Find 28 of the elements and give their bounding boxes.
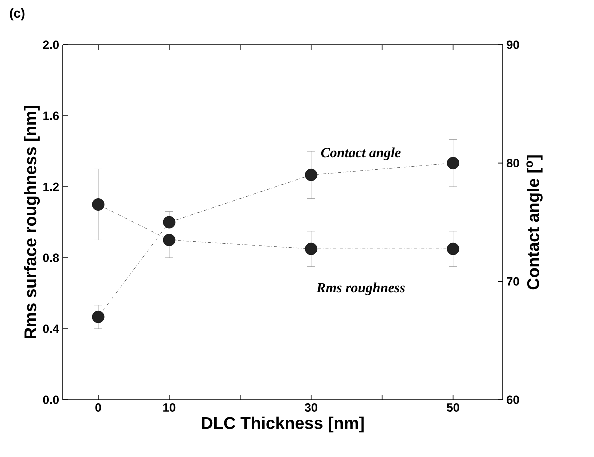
point xyxy=(92,198,105,211)
x-axis-title: DLC Thickness [nm] xyxy=(202,416,364,433)
x-tick-label: 10 xyxy=(164,404,176,412)
annotation: Contact angle xyxy=(321,148,401,160)
y2-axis-title: Contact angle [$^{o}$] xyxy=(526,156,543,290)
y-tick-label: 0.4 xyxy=(43,324,60,334)
y2-tick-label: 60 xyxy=(506,396,520,404)
point xyxy=(163,234,176,246)
point xyxy=(305,242,318,256)
y-axis-title: Rms surface roughness [nm] xyxy=(24,106,40,339)
y-tick-label: 0.0 xyxy=(43,396,59,404)
text: (c) xyxy=(10,8,25,21)
point xyxy=(447,242,460,256)
annotation: Rms roughness xyxy=(316,282,406,296)
point xyxy=(447,157,460,170)
x-tick-label: 30 xyxy=(305,404,318,412)
point xyxy=(163,216,176,229)
y-tick-label: 1.2 xyxy=(44,182,60,192)
y2-tick-label: 70 xyxy=(507,277,520,286)
point xyxy=(92,310,105,324)
x-tick-label: 50 xyxy=(447,404,460,412)
y2-tick-label: 90 xyxy=(506,40,520,50)
y2-tick-label: 80 xyxy=(506,159,520,168)
point xyxy=(305,168,318,182)
y-tick-label: 1.6 xyxy=(44,112,60,120)
y-tick-label: 2.0 xyxy=(43,40,59,50)
x-tick-label: 0 xyxy=(96,404,102,412)
y-tick-label: 0.8 xyxy=(43,254,60,262)
